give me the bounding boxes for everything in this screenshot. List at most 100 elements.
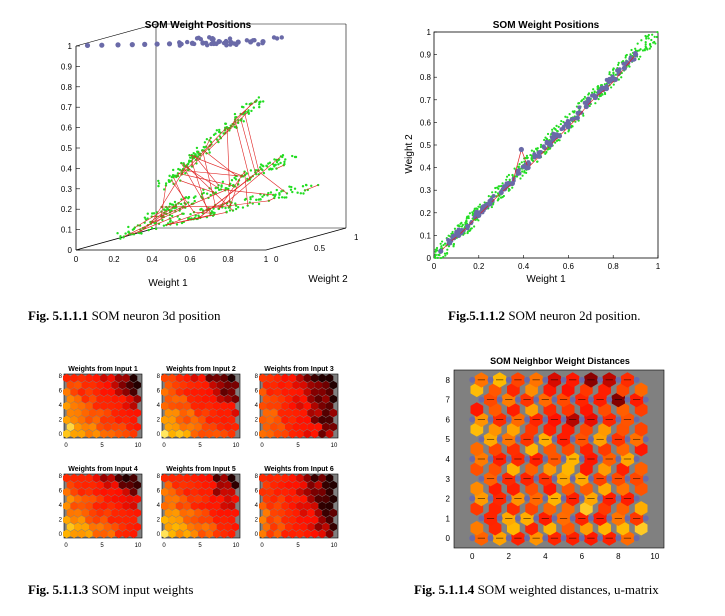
fig4-neuron	[624, 475, 631, 482]
fig1-neighbor-link	[218, 171, 245, 209]
fig2-xtick-label: 0.6	[563, 262, 575, 271]
fig2-sample-point	[535, 147, 538, 151]
fig4-neuron	[606, 475, 613, 482]
fig3-xtick-label: 10	[331, 443, 338, 449]
fig3-hex-cell	[85, 529, 93, 539]
fig3-hex-cell	[194, 422, 202, 432]
fig1-sample-point	[143, 216, 147, 219]
fig1-neuron	[250, 38, 256, 43]
fig3-hex-cell	[129, 501, 138, 511]
fig2-sample-point	[554, 127, 557, 131]
fig1-sample-point	[233, 125, 236, 129]
fig1-ytick-label: 0.7	[61, 103, 73, 112]
fig1-sample-point	[175, 223, 179, 226]
fig2-sample-point	[655, 35, 658, 39]
fig1-sample-point	[299, 192, 303, 195]
fig4-neuron	[514, 396, 521, 403]
fig3-hex-cell	[129, 415, 138, 425]
fig3-ytick-label: 2	[157, 518, 161, 524]
fig1-sample-point	[124, 232, 127, 235]
fig4-neuron	[496, 436, 503, 443]
fig4-neuron	[578, 376, 585, 383]
fig3-hex-cell	[259, 401, 267, 411]
fig3-hex-cell	[85, 387, 93, 397]
fig4-neuron	[642, 396, 649, 403]
fig3-hex-cell	[103, 380, 112, 390]
fig1-sample-point	[229, 182, 232, 186]
fig3-hex-cell	[96, 394, 104, 404]
fig2-sample-point	[644, 40, 647, 44]
fig2-sample-point	[505, 178, 508, 181]
fig1-sample-point	[268, 168, 271, 171]
fig3-ytick-label: 6	[157, 389, 161, 395]
fig1-sample-point	[194, 158, 198, 162]
fig1-sample-point	[273, 158, 276, 161]
fig2-neuron	[551, 131, 556, 136]
fig1-sample-point	[247, 109, 250, 112]
fig3-hex-cell	[175, 473, 184, 483]
fig2-sample-point	[564, 115, 567, 118]
fig3-hex-cell	[85, 515, 93, 525]
fig3-hex-cell	[318, 387, 326, 397]
fig4-distance-cell	[634, 461, 648, 477]
fig1-neuron	[200, 40, 206, 46]
fig1-sample-point	[193, 199, 196, 203]
fig3-ytick-label: 6	[157, 489, 161, 495]
fig3-hex-cell	[77, 415, 86, 425]
fig1-ztick-label: 0	[274, 255, 279, 264]
fig3-hex-cell	[129, 473, 138, 483]
fig2-sample-point	[442, 255, 445, 259]
fig2-sample-point	[439, 242, 442, 245]
fig3-xtick-label: 5	[100, 543, 104, 549]
fig4-ytick-label: 0	[446, 534, 451, 543]
fig2-sample-point	[588, 104, 591, 108]
fig1-panel: SOM Weight Positions 0 0.1 0.2 0.3 0.4 0.5 0.6…	[58, 10, 359, 300]
fig2-sample-point	[444, 254, 447, 257]
fig2-sample-point	[531, 159, 535, 162]
fig3-hex-cell	[175, 487, 184, 497]
fig2-neuron	[481, 204, 486, 209]
fig3-hex-cell	[303, 487, 311, 497]
fig2-sample-point	[438, 253, 441, 257]
fig1-sample-point	[225, 187, 228, 190]
fig1-axis-z	[75, 227, 157, 251]
fig3-hex-cell	[213, 429, 221, 439]
fig3-hex-cell	[231, 480, 239, 490]
fig3-hex-cell	[262, 494, 271, 504]
fig3-xtick-label: 10	[135, 543, 142, 549]
fig3-hex-cell	[161, 401, 169, 411]
fig2-sample-point	[464, 221, 467, 224]
fig1-neighbor-link	[230, 180, 240, 206]
fig3-hex-cell	[122, 373, 130, 383]
fig1-sample-point	[283, 196, 286, 199]
fig1-sample-point	[249, 197, 252, 201]
fig2-xtick-label: 0.4	[518, 262, 530, 271]
fig3-hex-cell	[325, 473, 334, 483]
fig4-ytick-label: 2	[446, 495, 451, 504]
fig2-sample-point	[511, 173, 514, 177]
fig2-neuron	[465, 223, 471, 229]
fig3-hex-cell	[198, 401, 206, 411]
fig3-hex-cell	[63, 429, 71, 439]
fig4-neuron	[487, 495, 494, 502]
fig3-hex-cell	[322, 394, 330, 404]
fig4-neuron	[505, 456, 512, 462]
fig1-sample-point	[290, 185, 293, 189]
fig1-neighbor-link	[203, 150, 237, 177]
fig1-ytick-label: 0.4	[61, 164, 73, 173]
fig1-neuron	[115, 42, 121, 48]
fig3-hex-cell	[111, 408, 119, 418]
fig3-hex-cell	[213, 501, 221, 511]
fig1-sample-point	[224, 122, 227, 125]
fig1-neighbor-link	[182, 170, 244, 177]
fig3-hex-cell	[122, 529, 130, 539]
fig1-sample-point	[250, 109, 253, 113]
fig1-sample-point	[283, 160, 286, 164]
fig3-hex-cell	[329, 494, 337, 504]
fig3-hex-cell	[63, 373, 71, 383]
fig2-sample-point	[644, 35, 648, 38]
fig3-hex-cell	[161, 429, 169, 439]
fig3-subplot: Weights from Input 1 0 5 10 0 2 4 6 8	[59, 366, 143, 449]
fig3-hex-cell	[216, 480, 225, 490]
fig2-ytick-label: 0.1	[420, 231, 432, 240]
